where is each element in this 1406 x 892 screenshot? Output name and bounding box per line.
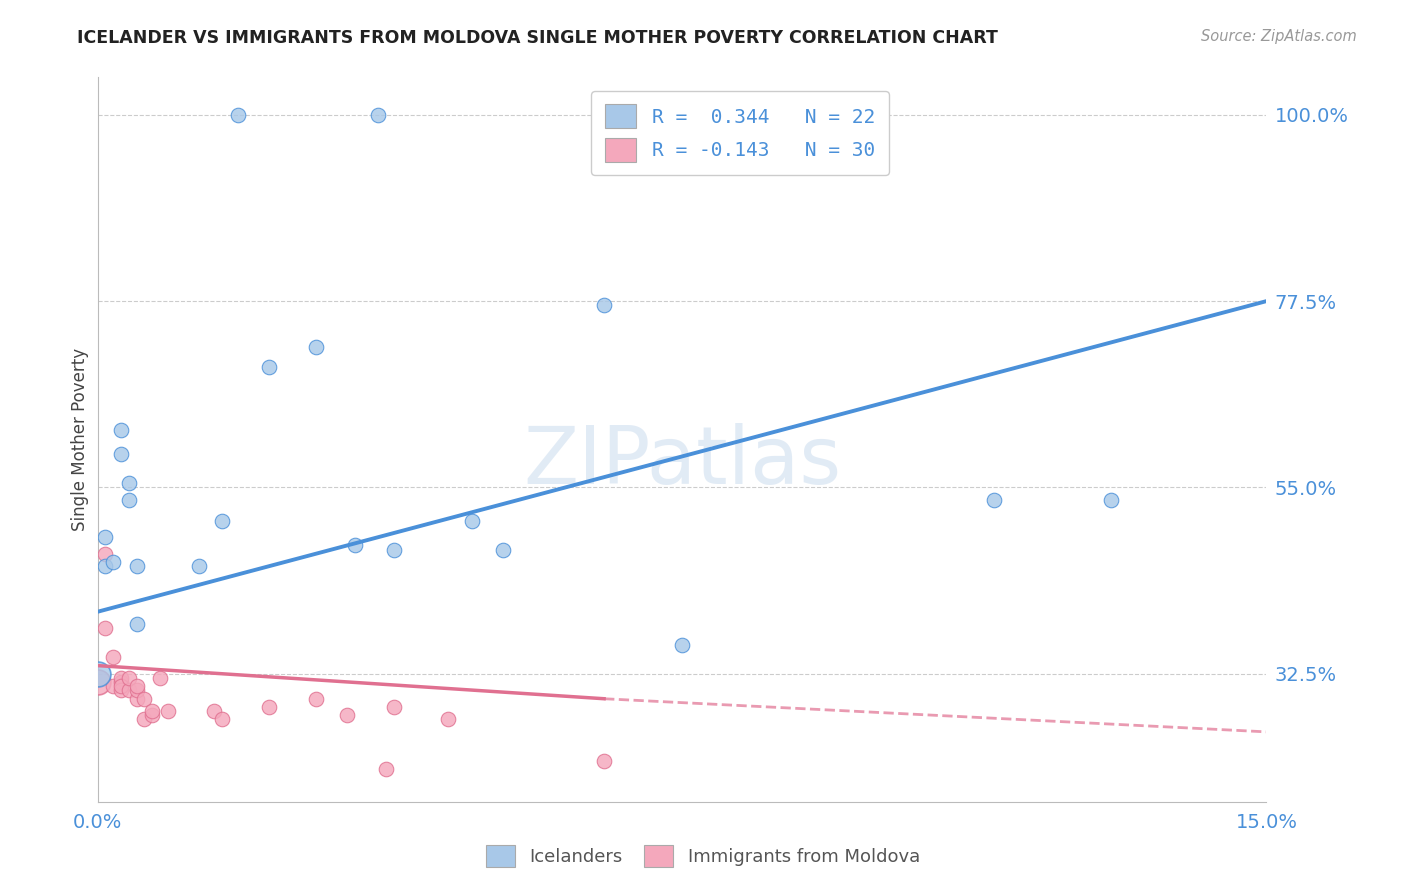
Point xyxy=(94,559,117,574)
Point xyxy=(374,762,396,776)
Point xyxy=(257,360,280,375)
Y-axis label: Single Mother Poverty: Single Mother Poverty xyxy=(72,348,89,532)
Point xyxy=(101,679,124,693)
Point xyxy=(118,476,141,491)
Point xyxy=(94,547,117,561)
Point xyxy=(125,679,148,693)
Point xyxy=(118,671,141,685)
Point xyxy=(156,704,179,718)
Point xyxy=(110,423,132,437)
Point xyxy=(382,700,405,714)
Point xyxy=(118,492,141,507)
Point xyxy=(305,340,328,354)
Point xyxy=(593,298,616,312)
Point xyxy=(671,638,693,652)
Point xyxy=(226,108,249,122)
Point xyxy=(460,514,482,528)
Legend: R =  0.344   N = 22, R = -0.143   N = 30: R = 0.344 N = 22, R = -0.143 N = 30 xyxy=(592,91,889,175)
Point xyxy=(134,713,156,727)
Point xyxy=(367,108,389,122)
Point xyxy=(492,542,515,557)
Point xyxy=(101,555,124,569)
Point xyxy=(187,559,209,574)
Point xyxy=(983,492,1005,507)
Text: Source: ZipAtlas.com: Source: ZipAtlas.com xyxy=(1201,29,1357,44)
Point xyxy=(125,617,148,632)
Point xyxy=(382,542,405,557)
Point xyxy=(110,675,132,690)
Point xyxy=(94,530,117,544)
Point xyxy=(211,514,233,528)
Point xyxy=(305,691,328,706)
Point xyxy=(257,700,280,714)
Point xyxy=(437,713,460,727)
Text: ZIPatlas: ZIPatlas xyxy=(523,423,841,500)
Point xyxy=(593,754,616,768)
Point xyxy=(86,675,108,690)
Point xyxy=(141,704,163,718)
Legend: Icelanders, Immigrants from Moldova: Icelanders, Immigrants from Moldova xyxy=(479,838,927,874)
Point xyxy=(110,683,132,698)
Text: ICELANDER VS IMMIGRANTS FROM MOLDOVA SINGLE MOTHER POVERTY CORRELATION CHART: ICELANDER VS IMMIGRANTS FROM MOLDOVA SIN… xyxy=(77,29,998,46)
Point xyxy=(125,683,148,698)
Point xyxy=(110,679,132,693)
Point xyxy=(86,666,108,681)
Point xyxy=(1099,492,1122,507)
Point xyxy=(125,559,148,574)
Point xyxy=(343,539,366,553)
Point xyxy=(118,683,141,698)
Point xyxy=(110,447,132,461)
Point xyxy=(134,691,156,706)
Point xyxy=(211,713,233,727)
Point xyxy=(336,708,359,723)
Point xyxy=(101,650,124,665)
Point xyxy=(149,671,172,685)
Point xyxy=(125,691,148,706)
Point xyxy=(141,708,163,723)
Point xyxy=(94,621,117,635)
Point xyxy=(204,704,226,718)
Point xyxy=(110,671,132,685)
